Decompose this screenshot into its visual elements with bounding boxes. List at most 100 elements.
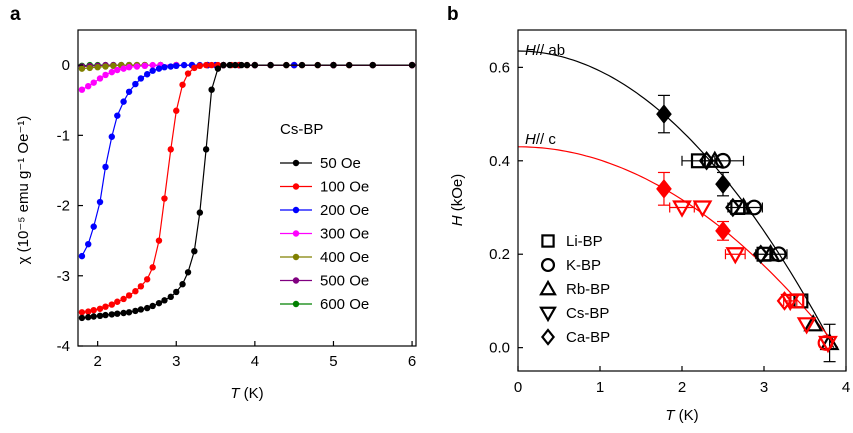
data-point bbox=[267, 61, 274, 69]
data-point bbox=[137, 306, 145, 313]
data-point bbox=[102, 163, 109, 171]
data-point bbox=[408, 61, 416, 69]
data-point bbox=[184, 70, 192, 77]
legend-label: 200 Oe bbox=[320, 202, 369, 219]
data-point bbox=[85, 314, 92, 321]
data-point-triangle-up bbox=[733, 197, 754, 215]
data-point bbox=[102, 71, 109, 79]
data-point-triangle-up bbox=[803, 314, 824, 332]
panel-b-chart: 0 1 2 3 4 0.0 0.2 0.4 0.6 T (K) H (kOe) H// ab H… bbox=[449, 29, 850, 424]
data-point-diamond bbox=[776, 291, 793, 311]
data-point bbox=[120, 98, 127, 105]
data-point bbox=[243, 61, 251, 69]
panel-b-x-axis-label: T (K) bbox=[665, 407, 698, 424]
data-point bbox=[78, 314, 86, 322]
legend-marker bbox=[292, 206, 300, 214]
data-point bbox=[102, 303, 109, 310]
data-point bbox=[173, 288, 180, 296]
data-point-triangle-up bbox=[760, 244, 781, 262]
data-point bbox=[283, 61, 290, 69]
data-point-circle bbox=[817, 335, 834, 351]
data-point bbox=[184, 269, 192, 276]
legend-label: Rb-BP bbox=[566, 281, 610, 298]
data-point bbox=[102, 311, 109, 319]
data-point bbox=[345, 61, 353, 69]
data-point bbox=[85, 82, 92, 90]
a-y-tick-label: -2 bbox=[57, 198, 70, 215]
legend-label: 100 Oe bbox=[320, 179, 369, 196]
panel-b-letter: b bbox=[447, 4, 459, 25]
data-point-diamond bbox=[725, 197, 741, 218]
data-point bbox=[202, 146, 210, 153]
curve-label-h-ab: H// ab bbox=[525, 42, 565, 59]
data-point bbox=[94, 64, 101, 71]
data-point-diamond bbox=[752, 244, 769, 264]
data-point bbox=[314, 61, 321, 69]
data-point bbox=[90, 313, 97, 320]
curve-label-h-c: H// c bbox=[525, 131, 556, 148]
data-point bbox=[173, 62, 180, 70]
data-point bbox=[78, 86, 86, 93]
data-point bbox=[143, 276, 151, 283]
data-point-diamond bbox=[656, 104, 672, 124]
data-point bbox=[120, 295, 127, 303]
data-point bbox=[143, 304, 151, 312]
data-point bbox=[143, 71, 151, 78]
data-point bbox=[132, 288, 139, 295]
data-point bbox=[196, 209, 204, 216]
data-point bbox=[90, 79, 97, 86]
data-point bbox=[208, 61, 215, 69]
data-point bbox=[251, 61, 259, 69]
data-point bbox=[179, 281, 186, 288]
data-point bbox=[155, 237, 163, 244]
data-point bbox=[78, 252, 86, 260]
data-point bbox=[90, 223, 97, 230]
data-point bbox=[220, 61, 227, 69]
data-point bbox=[173, 107, 180, 114]
data-point bbox=[132, 307, 139, 315]
data-point bbox=[161, 297, 168, 304]
legend-marker-triangle-down bbox=[539, 306, 557, 323]
data-point-triangle-down bbox=[692, 200, 713, 218]
a-x-tick-label: 2 bbox=[93, 353, 101, 370]
data-point bbox=[108, 311, 116, 318]
data-point bbox=[125, 292, 133, 299]
data-point bbox=[125, 309, 133, 316]
data-point bbox=[85, 240, 92, 248]
panel-a-legend: 50 Oe 100 Oe 200 Oe 300 Oe 400 Oe 500 Oe 600 O… bbox=[280, 155, 369, 313]
data-point bbox=[78, 309, 86, 316]
b-x-tick-label: 4 bbox=[842, 379, 850, 396]
data-point bbox=[226, 61, 233, 69]
data-point bbox=[78, 65, 86, 72]
panel-a-letter: a bbox=[10, 4, 21, 25]
data-point bbox=[155, 65, 163, 72]
data-point bbox=[149, 61, 156, 69]
data-point-diamond bbox=[715, 174, 731, 194]
data-point bbox=[202, 61, 210, 69]
data-point bbox=[179, 81, 186, 88]
data-point bbox=[167, 146, 174, 153]
data-point bbox=[161, 195, 168, 202]
data-point bbox=[137, 75, 145, 82]
a-y-tick-label: -1 bbox=[57, 127, 70, 144]
data-point bbox=[167, 293, 174, 301]
data-point bbox=[96, 198, 104, 206]
panel-a-chart: 2 3 4 5 6 -4 -3 -2 -1 0 T (K) χ (10⁻⁵ emu g⁻¹ Oe⁻… bbox=[15, 29, 417, 402]
panel-b-plot-area bbox=[517, 50, 840, 363]
b-x-tick-label: 0 bbox=[514, 379, 522, 396]
data-point bbox=[208, 86, 215, 93]
data-point bbox=[214, 65, 222, 72]
data-point bbox=[114, 298, 121, 305]
data-point-triangle-down bbox=[725, 247, 746, 265]
b-y-tick-label: 0.0 bbox=[489, 340, 510, 357]
legend-label: K-BP bbox=[566, 257, 601, 274]
critical-field-curve-1 bbox=[518, 146, 839, 348]
legend-label: 400 Oe bbox=[320, 249, 369, 266]
data-point bbox=[167, 63, 174, 70]
data-point bbox=[149, 302, 156, 310]
panel-a-plot-area bbox=[78, 61, 416, 322]
legend-label: 50 Oe bbox=[320, 155, 361, 172]
data-point bbox=[238, 61, 245, 69]
a-x-tick-label: 3 bbox=[172, 353, 180, 370]
